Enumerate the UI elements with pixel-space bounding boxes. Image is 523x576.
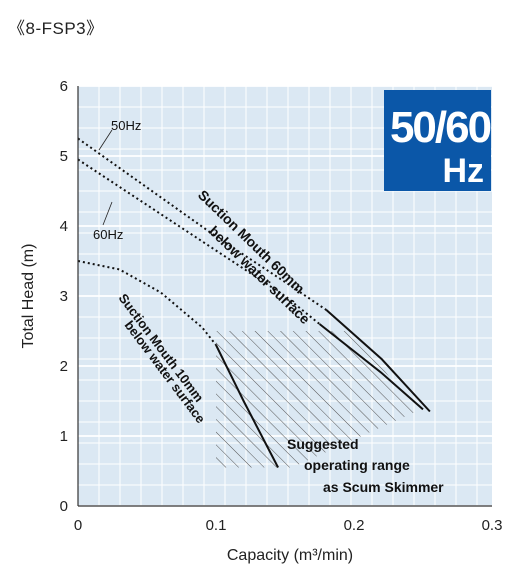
badge-line1: 50/60 bbox=[390, 103, 491, 152]
x-tick-label: 0.2 bbox=[344, 517, 365, 534]
freq-50-label: 50Hz bbox=[111, 118, 141, 133]
range-label-1: Suggested bbox=[287, 436, 359, 452]
series-0-solid bbox=[325, 309, 431, 413]
x-tick-label: 0 bbox=[74, 517, 82, 534]
y-tick-label: 3 bbox=[60, 288, 68, 305]
model-title: 《8-FSP3》 bbox=[8, 19, 104, 38]
freq-60-leader bbox=[102, 201, 113, 226]
curves bbox=[78, 137, 431, 468]
series-2-solid bbox=[215, 344, 279, 468]
x-tick-label: 0.1 bbox=[206, 517, 227, 534]
freq-50-leader bbox=[98, 129, 113, 151]
freq-60-label: 60Hz bbox=[93, 227, 123, 242]
series-0-dotted bbox=[78, 137, 327, 311]
series-1-solid bbox=[318, 323, 424, 411]
axes: 0 1 2 3 4 5 6 0 0.1 0.2 0.3 bbox=[60, 78, 503, 534]
x-axis-label: Capacity (m³/min) bbox=[227, 547, 353, 564]
operating-range-hatch bbox=[216, 331, 417, 468]
frequency-badge bbox=[384, 90, 491, 191]
range-label-2: operating range bbox=[304, 457, 410, 473]
y-tick-label: 0 bbox=[60, 498, 68, 515]
y-tick-label: 4 bbox=[60, 218, 68, 235]
x-tick-label: 0.3 bbox=[482, 517, 503, 534]
series-1-dotted bbox=[78, 158, 321, 325]
y-axis-label: Total Head (m) bbox=[20, 244, 37, 349]
badge-line2: Hz bbox=[442, 152, 484, 190]
y-tick-label: 2 bbox=[60, 358, 68, 375]
operating-range-area bbox=[216, 331, 417, 468]
range-label-3: as Scum Skimmer bbox=[323, 479, 444, 495]
series-2-dotted bbox=[78, 260, 217, 346]
y-tick-label: 1 bbox=[60, 428, 68, 445]
y-tick-label: 5 bbox=[60, 148, 68, 165]
y-tick-label: 6 bbox=[60, 78, 68, 95]
